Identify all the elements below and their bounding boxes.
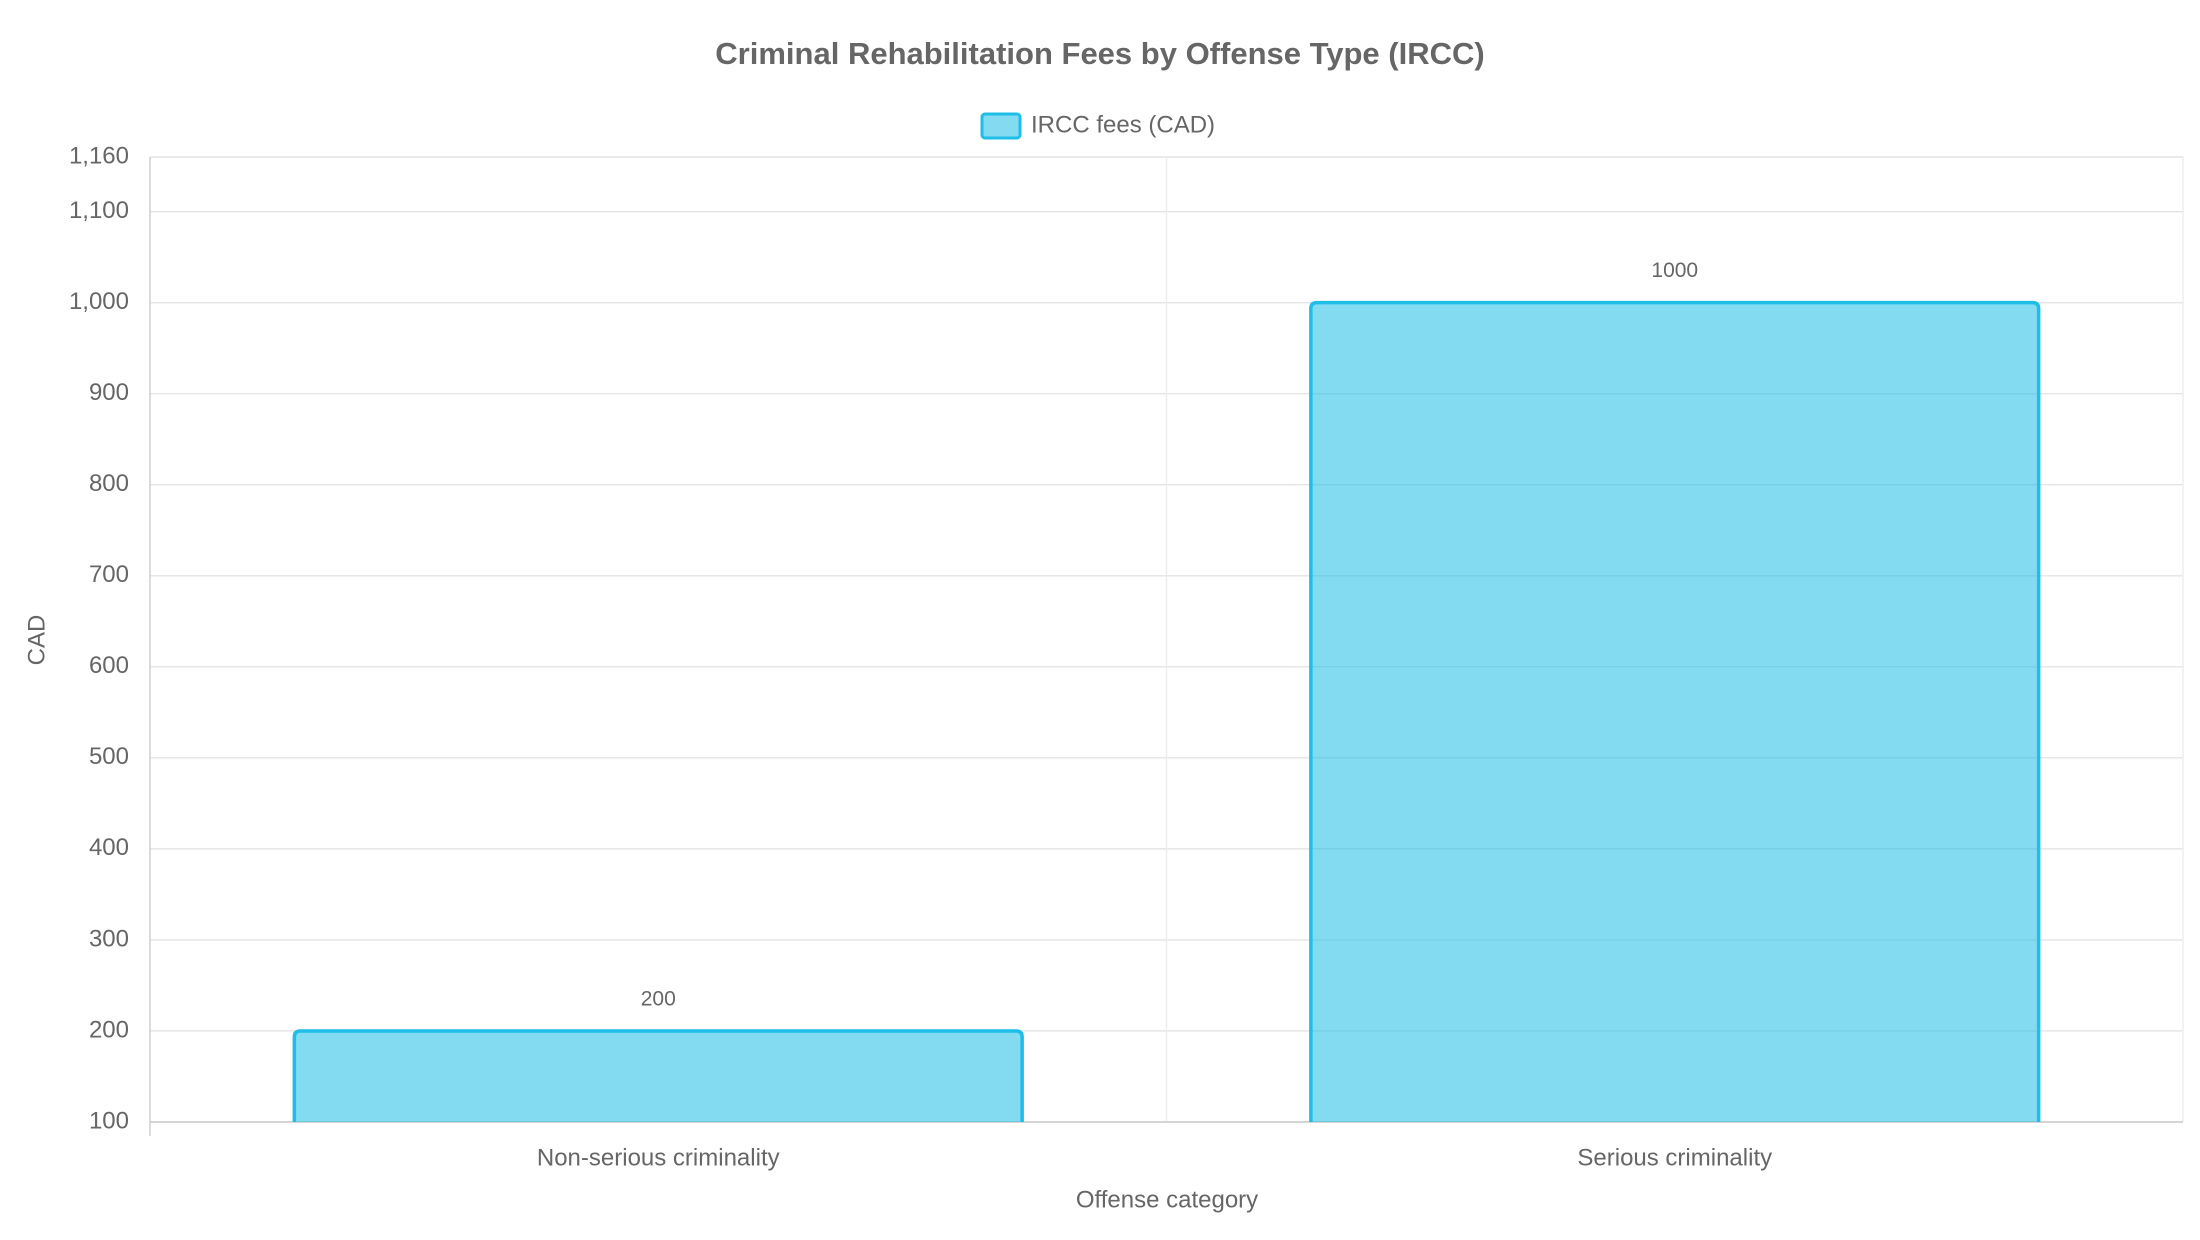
chart-title: Criminal Rehabilitation Fees by Offense … xyxy=(715,36,1484,71)
data-label: 1000 xyxy=(1651,259,1698,282)
y-tick-label: 600 xyxy=(89,652,129,679)
bar xyxy=(292,1029,1024,1122)
legend-label: IRCC fees (CAD) xyxy=(1031,111,1215,138)
y-tick-label: 1,000 xyxy=(69,288,129,315)
legend-swatch xyxy=(980,112,1022,140)
y-tick-label: 400 xyxy=(89,834,129,861)
y-tick-label: 700 xyxy=(89,561,129,588)
x-tick-label: Serious criminality xyxy=(1577,1144,1772,1171)
y-tick-label: 800 xyxy=(89,470,129,497)
x-tick-label: Non-serious criminality xyxy=(537,1144,780,1171)
y-tick-label: 200 xyxy=(89,1016,129,1043)
y-axis-title: CAD xyxy=(23,615,50,666)
data-label: 200 xyxy=(641,988,676,1011)
y-tick-label: 300 xyxy=(89,925,129,952)
bar xyxy=(1309,300,2041,1122)
y-tick-label: 1,100 xyxy=(69,197,129,224)
y-tick-label: 1,160 xyxy=(69,142,129,169)
y-tick-label: 900 xyxy=(89,379,129,406)
y-tick-label: 100 xyxy=(89,1107,129,1134)
y-tick-label: 500 xyxy=(89,743,129,770)
x-axis-title: Offense category xyxy=(1076,1186,1258,1213)
